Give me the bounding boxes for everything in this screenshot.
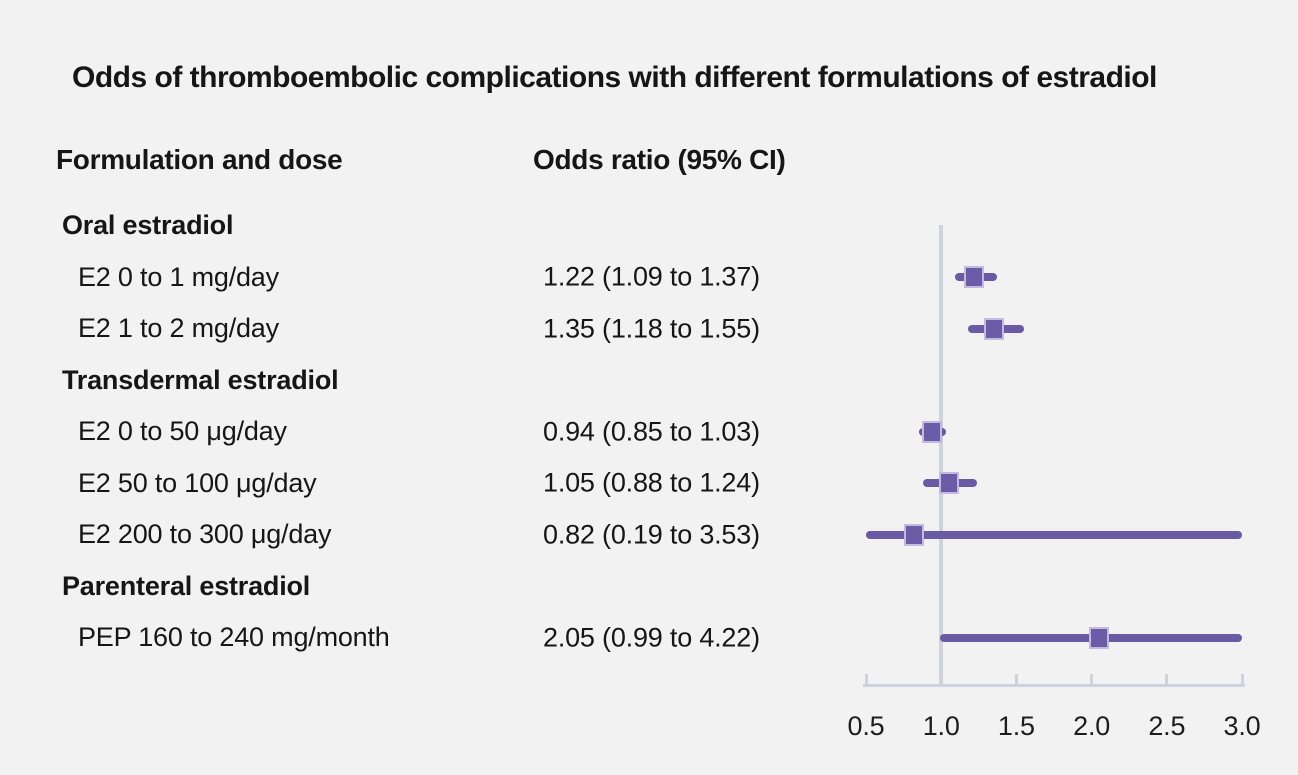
- row-label: E2 200 to 300 μg/day: [78, 519, 332, 550]
- or-marker: [1089, 626, 1110, 649]
- row-group-oral-estradiol: Oral estradiol: [0, 200, 860, 252]
- group-label: Transdermal estradiol: [62, 364, 339, 395]
- axis-tick-label: 3.0: [1223, 711, 1261, 741]
- axis-tick-label: 0.5: [847, 711, 885, 741]
- axis-tick-label: 1.5: [997, 711, 1035, 741]
- page-title: Odds of thromboembolic complications wit…: [72, 61, 1157, 94]
- row-odds-ratio-value: 0.82 (0.19 to 3.53): [543, 519, 760, 550]
- axis-tick: [864, 674, 868, 685]
- column-header-formulation: Formulation and dose: [56, 144, 343, 175]
- or-marker: [938, 472, 959, 495]
- row-odds-ratio-value: 1.22 (1.09 to 1.37): [543, 261, 760, 292]
- row-odds-ratio-value: 1.35 (1.18 to 1.55): [543, 313, 760, 344]
- ci-line: [968, 324, 1024, 333]
- column-header-odds-ratio: Odds ratio (95% CI): [533, 144, 786, 175]
- group-label: Oral estradiol: [62, 210, 234, 241]
- or-marker: [904, 523, 925, 546]
- ci-line: [923, 479, 978, 488]
- row-e2-0-50-ug: E2 0 to 50 μg/day 0.94 (0.85 to 1.03): [0, 406, 860, 458]
- table-rows: Oral estradiol E2 0 to 1 mg/day 1.22 (1.…: [0, 200, 860, 664]
- row-odds-ratio-value: 0.94 (0.85 to 1.03): [543, 416, 760, 447]
- row-odds-ratio-value: 2.05 (0.99 to 4.22): [543, 622, 760, 653]
- ci-line: [866, 530, 1242, 539]
- row-e2-50-100-ug: E2 50 to 100 μg/day 1.05 (0.88 to 1.24): [0, 458, 860, 510]
- ci-line: [918, 427, 946, 436]
- axis-tick-label: 2.5: [1148, 711, 1186, 741]
- or-marker: [964, 266, 985, 289]
- axis-tick-label: 2.0: [1073, 711, 1111, 741]
- row-label: E2 0 to 50 μg/day: [78, 416, 287, 447]
- row-label: E2 0 to 1 mg/day: [78, 261, 279, 292]
- row-label: PEP 160 to 240 mg/month: [78, 622, 390, 653]
- group-label: Parenteral estradiol: [62, 570, 311, 601]
- row-e2-1-2-mg: E2 1 to 2 mg/day 1.35 (1.18 to 1.55): [0, 303, 860, 355]
- row-e2-200-300-ug: E2 200 to 300 μg/day 0.82 (0.19 to 3.53): [0, 509, 860, 561]
- axis-tick-label: 1.0: [922, 711, 960, 741]
- reference-line-1: [939, 225, 944, 686]
- row-label: E2 50 to 100 μg/day: [78, 467, 317, 498]
- ci-line: [954, 273, 997, 282]
- axis-tick: [939, 674, 943, 685]
- ci-line: [939, 633, 1242, 642]
- axis-tick: [1090, 674, 1094, 685]
- or-marker: [922, 420, 943, 443]
- axis-tick: [1165, 674, 1169, 685]
- row-odds-ratio-value: 1.05 (0.88 to 1.24): [543, 467, 760, 498]
- row-e2-0-1-mg: E2 0 to 1 mg/day 1.22 (1.09 to 1.37): [0, 252, 860, 304]
- x-axis-line: [863, 684, 1245, 687]
- row-pep-160-240-mg: PEP 160 to 240 mg/month 2.05 (0.99 to 4.…: [0, 612, 860, 664]
- row-group-transdermal-estradiol: Transdermal estradiol: [0, 355, 860, 407]
- axis-tick: [1014, 674, 1018, 685]
- or-marker: [983, 317, 1004, 340]
- row-label: E2 1 to 2 mg/day: [78, 313, 279, 344]
- row-group-parenteral-estradiol: Parenteral estradiol: [0, 561, 860, 613]
- axis-tick: [1240, 674, 1244, 685]
